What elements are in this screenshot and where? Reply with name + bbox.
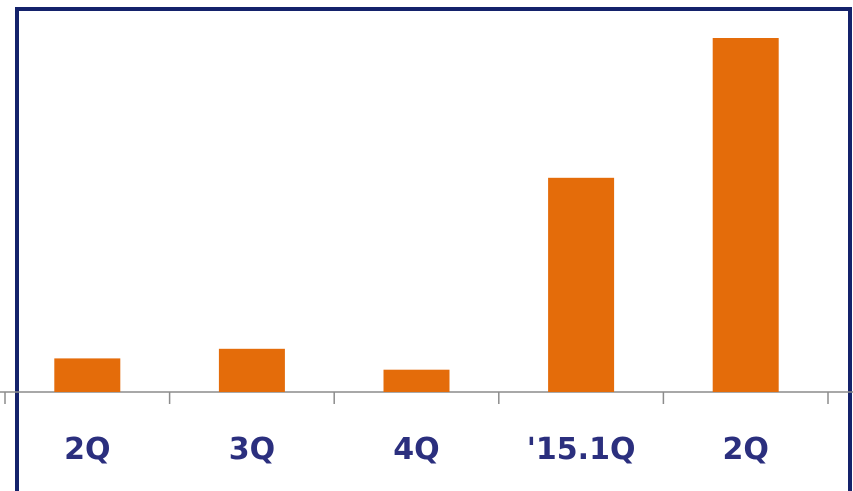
x-tick-label: 4Q	[393, 432, 439, 467]
bar	[54, 358, 121, 392]
x-tick-label: 3Q	[229, 432, 275, 467]
x-axis-tick-labels: 2Q 3Q 4Q '15.1Q 2Q	[64, 432, 769, 467]
bar	[712, 38, 779, 392]
bar	[218, 348, 285, 392]
x-axis-ticks	[4, 392, 829, 404]
chart-frame	[15, 7, 852, 491]
bar	[383, 369, 450, 392]
x-tick-label: '15.1Q	[527, 432, 636, 467]
x-tick-label: 2Q	[723, 432, 769, 467]
bars-group	[54, 38, 779, 392]
bar	[548, 177, 615, 392]
x-tick-label: 2Q	[64, 432, 110, 467]
